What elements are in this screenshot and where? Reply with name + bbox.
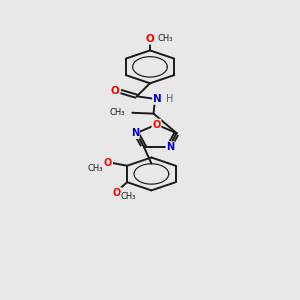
Text: CH₃: CH₃ [88, 164, 103, 173]
Text: O: O [104, 158, 112, 168]
Text: CH₃: CH₃ [158, 34, 173, 43]
Text: O: O [152, 119, 160, 130]
Text: N: N [166, 142, 175, 152]
Text: O: O [113, 188, 121, 198]
Text: N: N [153, 94, 162, 104]
Text: O: O [146, 34, 154, 44]
Text: CH₃: CH₃ [110, 108, 125, 117]
Text: N: N [131, 128, 139, 138]
Text: CH₃: CH₃ [121, 192, 136, 201]
Text: H: H [166, 94, 173, 104]
Text: O: O [111, 86, 120, 97]
